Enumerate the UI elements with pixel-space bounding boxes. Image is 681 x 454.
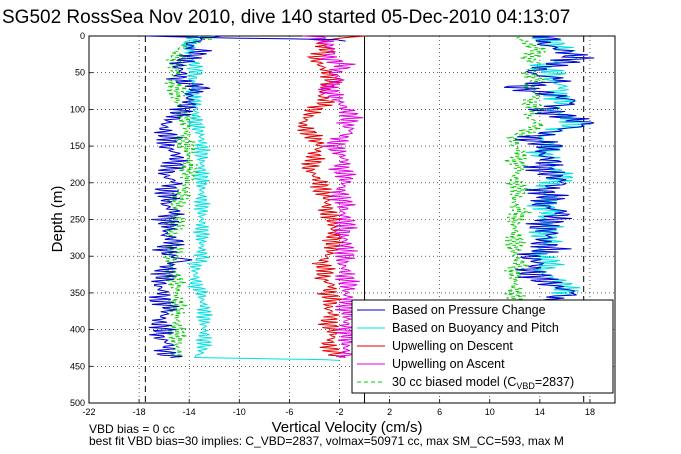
- series-ascent-pressure: [503, 35, 595, 301]
- x-tick-label: 2: [387, 407, 392, 417]
- legend-model-sub: VBD: [516, 381, 535, 391]
- series-ascent-model: [503, 35, 550, 301]
- x-ticks: -22 -18 -14 -10 -6 -2 2 6 10 14 18: [82, 399, 595, 417]
- legend-label-pressure: Based on Pressure Change: [392, 303, 546, 317]
- legend-label-model: 30 cc biased model (CVBD=2837): [392, 375, 574, 391]
- x-axis-label: Vertical Velocity (cm/s): [272, 419, 423, 436]
- y-axis-label: Depth (m): [49, 186, 66, 253]
- legend-label-descent: Upwelling on Descent: [392, 339, 513, 353]
- y-tick-label: 350: [70, 288, 85, 298]
- vbd-bias-note: VBD bias = 0 cc: [89, 422, 175, 436]
- y-tick-label: 500: [70, 398, 85, 408]
- legend-label-buoyancy: Based on Buoyancy and Pitch: [392, 321, 559, 335]
- x-tick-label: -18: [133, 407, 146, 417]
- y-tick-label: 100: [70, 104, 85, 114]
- series-descent-pressure: [148, 35, 222, 358]
- series-bottom-jump: [194, 357, 340, 361]
- y-ticks: 0 50 100 150 200 250 300 350 400 450 500: [70, 31, 93, 408]
- legend-model-suffix: =2837): [535, 375, 574, 389]
- y-tick-label: 150: [70, 141, 85, 151]
- x-tick-label: -10: [233, 407, 246, 417]
- x-tick-label: -22: [82, 407, 95, 417]
- series-descent-spike: [146, 35, 346, 42]
- legend-model-prefix: 30 cc biased model (C: [392, 375, 516, 389]
- x-tick-label: 18: [585, 407, 595, 417]
- legend-label-ascent: Upwelling on Ascent: [392, 357, 505, 371]
- y-tick-label: 50: [75, 68, 85, 78]
- legend: Based on Pressure Change Based on Buoyan…: [351, 299, 614, 394]
- y-tick-label: 450: [70, 361, 85, 371]
- x-tick-label: 6: [437, 407, 442, 417]
- x-tick-label: -6: [285, 407, 293, 417]
- series-group: [146, 35, 595, 361]
- x-tick-label: 10: [485, 407, 495, 417]
- y-tick-label: 300: [70, 251, 85, 261]
- x-tick-label: -14: [183, 407, 196, 417]
- series-ascent-upwelling: [302, 35, 364, 358]
- fit-summary-note: best fit VBD bias=30 implies: C_VBD=2837…: [89, 434, 564, 448]
- y-tick-label: 0: [80, 31, 85, 41]
- x-tick-label: -2: [335, 407, 343, 417]
- y-tick-label: 250: [70, 215, 85, 225]
- chart-title: SG502 RossSea Nov 2010, dive 140 started…: [2, 7, 570, 28]
- y-tick-label: 400: [70, 325, 85, 335]
- y-tick-label: 200: [70, 178, 85, 188]
- x-tick-label: 14: [535, 407, 545, 417]
- legend-box: [351, 299, 614, 394]
